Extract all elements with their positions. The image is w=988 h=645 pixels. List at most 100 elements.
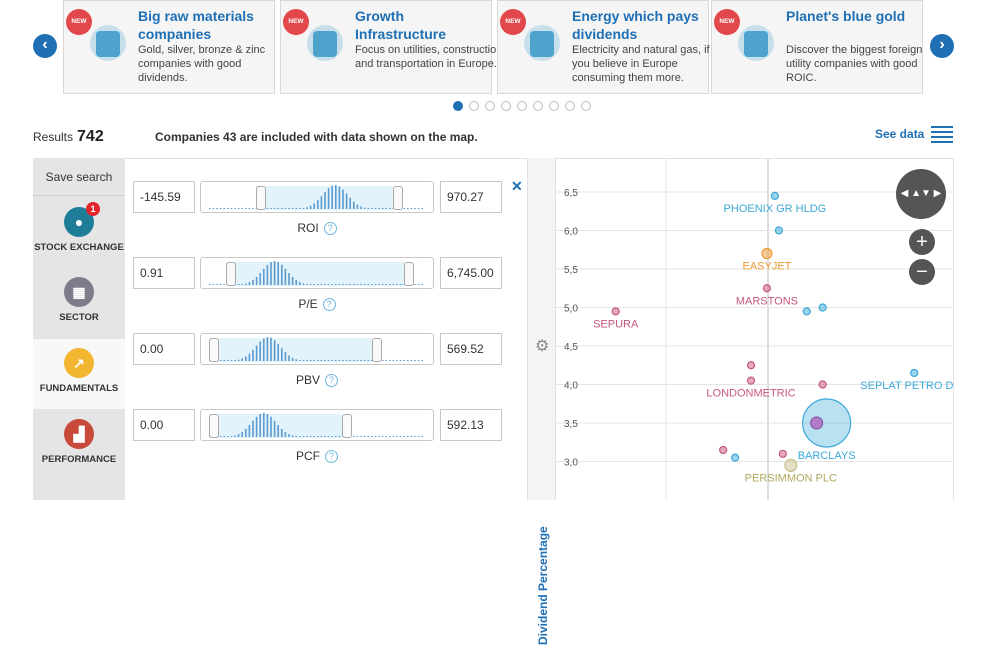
bubble-point — [802, 398, 852, 448]
range-slider[interactable] — [200, 181, 434, 213]
crane-icon — [289, 9, 351, 73]
max-handle[interactable] — [403, 262, 414, 286]
see-data-link[interactable]: See data — [875, 127, 925, 141]
gear-icon[interactable]: ⚙ — [535, 338, 550, 355]
carousel-dots — [453, 98, 597, 111]
pan-control[interactable]: ◀ ▲▼ ▶ — [896, 169, 946, 219]
bubble-point — [910, 368, 919, 378]
new-badge: NEW — [500, 9, 526, 35]
filter-pcf: 0.00 592.13 PCF? — [133, 387, 503, 467]
carousel-prev-button[interactable]: ‹ — [33, 34, 57, 58]
point-label: SEPLAT PETRO DEV — [860, 380, 954, 392]
max-input[interactable]: 970.27 — [440, 181, 502, 213]
min-input[interactable]: 0.00 — [133, 409, 195, 441]
sidebar-item-performance[interactable]: ▟ PERFORMANCE — [33, 410, 125, 480]
min-input[interactable]: -145.59 — [133, 181, 195, 213]
y-tick-label: 3,0 — [564, 458, 578, 469]
bubble-point — [784, 458, 798, 472]
card-description: Discover the biggest foreign utility com… — [786, 44, 923, 84]
min-handle[interactable] — [209, 414, 219, 438]
minus-icon: − — [916, 261, 928, 283]
max-input[interactable]: 592.13 — [440, 409, 502, 441]
zoom-in-button[interactable]: + — [909, 229, 935, 255]
filter-pe: 0.91 6,745.00 P/E? — [133, 235, 503, 315]
min-handle[interactable] — [209, 338, 219, 362]
max-input[interactable]: 6,745.00 — [440, 257, 502, 289]
bubble-point — [818, 380, 827, 389]
carousel-dot[interactable] — [517, 101, 527, 111]
carousel-dot[interactable] — [565, 101, 575, 111]
zoom-out-button[interactable]: − — [909, 259, 935, 285]
max-handle[interactable] — [371, 338, 382, 362]
range-slider[interactable] — [200, 409, 434, 441]
carousel-dot[interactable] — [485, 101, 495, 111]
bubble-point — [770, 191, 779, 200]
carousel-dot[interactable] — [469, 101, 479, 111]
carousel-dot[interactable] — [581, 101, 591, 111]
filter-label: PCF? — [200, 449, 434, 463]
bubble-point — [746, 376, 756, 385]
help-icon[interactable]: ? — [323, 222, 337, 235]
save-search-button[interactable]: Save search — [33, 158, 125, 196]
card-description: Gold, silver, bronze & zinc companies wi… — [138, 44, 266, 84]
y-axis-label: Dividend Percentage — [536, 526, 550, 645]
bubble-point — [778, 449, 787, 458]
max-input[interactable]: 569.52 — [440, 333, 502, 365]
range-slider[interactable] — [200, 333, 434, 365]
card-description: Electricity and natural gas, if you beli… — [572, 44, 710, 84]
carousel-next-button[interactable]: › — [930, 34, 954, 58]
y-tick-label: 5,0 — [564, 304, 578, 315]
bubble-point — [611, 307, 620, 316]
range-slider[interactable] — [200, 257, 434, 289]
bar-chart-icon: ▟ — [64, 419, 94, 449]
carousel-dot[interactable] — [549, 101, 559, 111]
bubble-point — [762, 284, 772, 293]
carousel-dot[interactable] — [453, 101, 463, 111]
bubble-point — [731, 453, 740, 462]
help-icon[interactable]: ? — [325, 450, 338, 463]
bubble-point — [818, 303, 827, 312]
help-icon[interactable]: ? — [322, 298, 336, 311]
y-tick-label: 5,5 — [564, 265, 578, 276]
plus-icon: + — [916, 231, 928, 253]
promo-card[interactable]: NEW Planet's blue gold Discover the bigg… — [711, 0, 923, 94]
bubble-chart[interactable]: 6,5 6,0 5,5 5,0 4,5 4,0 3,5 3,0 PHOENIX GR HLDG E… — [556, 158, 954, 500]
list-icon[interactable] — [931, 126, 953, 144]
card-title[interactable]: Big raw materials companies — [138, 8, 254, 42]
new-badge: NEW — [283, 9, 309, 35]
filter-roi: -145.59 970.27 ROI? — [133, 159, 503, 239]
chevron-right-icon: › — [939, 36, 945, 53]
help-icon[interactable]: ? — [325, 374, 338, 387]
filter-pbv: 0.00 569.52 PBV? — [133, 311, 503, 391]
sidebar-item-stock-exchange[interactable]: ● 1 STOCK EXCHANGE — [33, 198, 125, 268]
promo-card[interactable]: NEW Growth Infrastructure Focus on utili… — [280, 0, 502, 94]
included-text: Companies 43 are included with data show… — [155, 130, 478, 144]
bubble-point — [746, 361, 756, 370]
carousel-dot[interactable] — [533, 101, 543, 111]
promo-card[interactable]: NEW Energy which pays dividends Electric… — [497, 0, 710, 94]
max-handle[interactable] — [341, 414, 352, 438]
filter-label: PBV? — [200, 373, 434, 387]
point-label: LONDONMETRIC — [706, 388, 795, 400]
sidebar-item-fundamentals[interactable]: ↗ FUNDAMENTALS — [33, 339, 125, 409]
filter-label: P/E? — [200, 297, 434, 311]
card-title[interactable]: Energy which pays dividends — [572, 8, 699, 42]
card-title[interactable]: Growth Infrastructure — [355, 8, 447, 42]
min-input[interactable]: 0.00 — [133, 333, 195, 365]
min-input[interactable]: 0.91 — [133, 257, 195, 289]
min-handle[interactable] — [256, 186, 267, 210]
map-pin-icon: ● 1 — [64, 202, 100, 237]
sidebar-item-sector[interactable]: ▦ SECTOR — [33, 268, 125, 338]
max-handle[interactable] — [393, 186, 404, 210]
new-badge: NEW — [714, 9, 740, 35]
chart-svg: 6,5 6,0 5,5 5,0 4,5 4,0 3,5 3,0 PHOENIX GR HLDG E… — [556, 159, 954, 500]
histogram — [209, 337, 423, 361]
filter-panel: -145.59 970.27 ROI? 0.91 6,745.00 P/E? 0.0… — [125, 158, 527, 500]
close-icon[interactable]: ✕ — [511, 178, 523, 194]
min-handle[interactable] — [226, 262, 237, 286]
point-label: BARCLAYS — [798, 450, 856, 462]
card-title[interactable]: Planet's blue gold — [786, 8, 906, 24]
promo-card[interactable]: NEW Big raw materials companies Gold, si… — [63, 0, 275, 94]
carousel-dot[interactable] — [501, 101, 511, 111]
bubble-point — [802, 307, 811, 316]
